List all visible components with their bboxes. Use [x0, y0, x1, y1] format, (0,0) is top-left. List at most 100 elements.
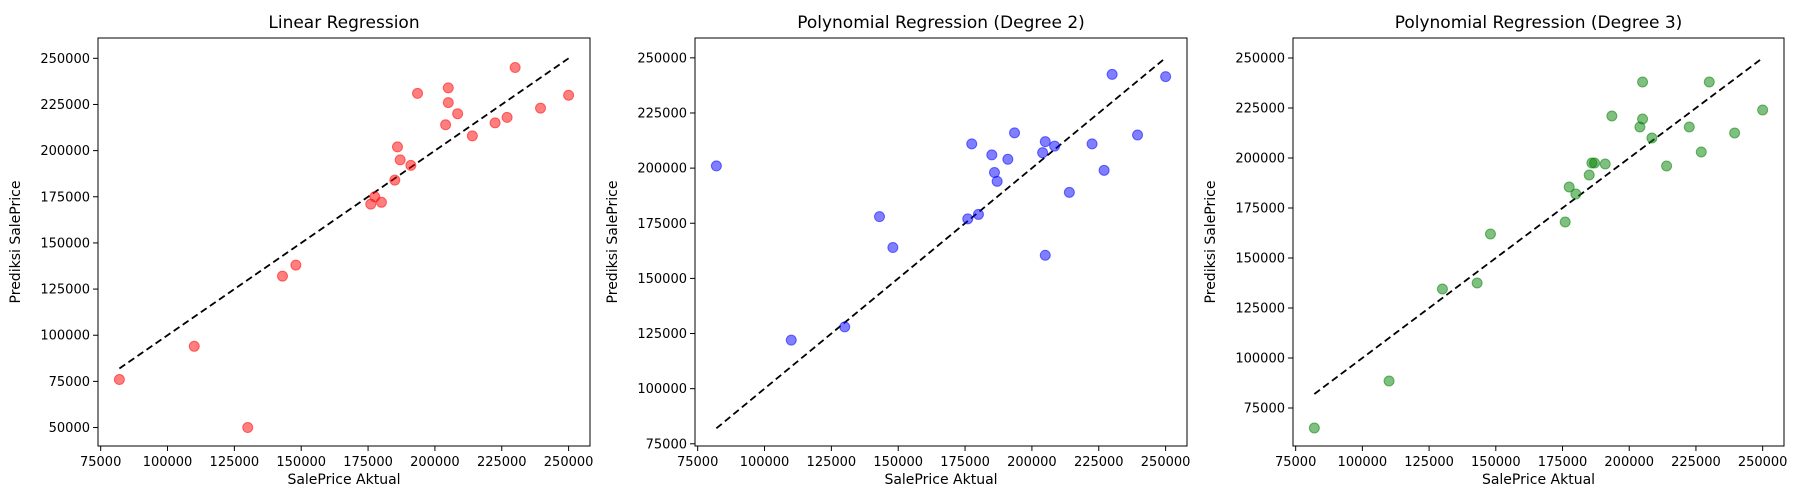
data-point: [1703, 76, 1715, 88]
x-tick-label: 75000: [80, 455, 121, 470]
data-point: [442, 97, 454, 109]
data-point: [290, 259, 302, 271]
x-axis-label: SalePrice Aktual: [1482, 472, 1595, 488]
data-point: [509, 62, 521, 74]
y-tick-label: 125000: [40, 283, 90, 298]
data-point: [489, 117, 501, 129]
x-tick-label: 225000: [477, 455, 527, 470]
data-point: [391, 141, 403, 153]
data-point: [710, 160, 722, 172]
y-tick-label: 75000: [49, 375, 90, 390]
data-point: [1037, 147, 1049, 159]
data-point: [1646, 132, 1658, 144]
chart-title: Polynomial Regression (Degree 3): [1395, 13, 1683, 33]
ideal-fit-line: [715, 57, 1167, 430]
data-point: [1661, 160, 1673, 172]
x-tick-label: 75000: [677, 455, 718, 470]
data-point: [1729, 127, 1741, 139]
y-tick-label: 225000: [1235, 102, 1285, 117]
data-point: [1039, 249, 1051, 261]
data-point: [389, 174, 401, 186]
data-point: [874, 211, 885, 223]
data-point: [1106, 68, 1118, 80]
y-tick-label: 175000: [40, 190, 90, 205]
y-tick-label: 150000: [40, 236, 90, 251]
data-point: [501, 111, 513, 123]
x-axis-label: SalePrice Aktual: [884, 472, 997, 488]
x-tick-label: 100000: [143, 455, 193, 470]
x-tick-label: 150000: [873, 455, 923, 470]
data-point: [1383, 375, 1395, 387]
data-point: [986, 149, 998, 161]
x-tick-label: 150000: [1471, 455, 1521, 470]
data-point: [991, 175, 1003, 187]
data-point: [1098, 164, 1110, 176]
data-point: [1589, 157, 1601, 169]
y-axis-label: Prediksi SalePrice: [1203, 181, 1219, 304]
y-tick-label: 125000: [637, 327, 687, 342]
y-tick-label: 125000: [1235, 302, 1285, 317]
data-point: [1308, 422, 1320, 434]
data-point: [405, 159, 417, 171]
data-point: [394, 154, 406, 166]
x-tick-label: 175000: [940, 455, 990, 470]
data-point: [277, 270, 288, 282]
chart-title: Linear Regression: [268, 13, 419, 33]
data-point: [1160, 71, 1172, 83]
data-point: [1559, 216, 1571, 228]
x-tick-label: 125000: [210, 455, 260, 470]
y-tick-label: 150000: [637, 272, 687, 287]
data-point: [1637, 113, 1649, 125]
x-tick-label: 125000: [1404, 455, 1454, 470]
data-point: [966, 138, 978, 150]
data-point: [113, 374, 125, 386]
data-point: [1086, 138, 1098, 150]
y-tick-label: 200000: [637, 162, 687, 177]
data-point: [242, 422, 254, 434]
data-point: [887, 242, 899, 254]
data-point: [839, 321, 851, 333]
plot-area: [1292, 37, 1785, 447]
ideal-fit-line: [1313, 57, 1764, 395]
data-point: [563, 89, 575, 101]
data-point: [1049, 140, 1061, 152]
y-axis-label: Prediksi SalePrice: [605, 181, 621, 304]
y-tick-label: 250000: [40, 52, 90, 67]
y-tick-label: 75000: [1244, 402, 1285, 417]
data-point: [1570, 188, 1582, 200]
data-point: [452, 108, 464, 120]
data-point: [1132, 129, 1144, 141]
data-point: [535, 102, 547, 114]
x-tick-label: 250000: [1141, 455, 1191, 470]
x-tick-label: 200000: [1604, 455, 1654, 470]
data-point: [1436, 283, 1448, 295]
y-tick-label: 50000: [49, 421, 90, 436]
data-point: [972, 208, 984, 220]
data-point: [1695, 146, 1707, 158]
data-point: [1606, 110, 1618, 122]
y-tick-label: 250000: [637, 51, 687, 66]
data-point: [1599, 158, 1611, 170]
y-tick-label: 100000: [1235, 352, 1285, 367]
data-point: [1484, 228, 1496, 240]
x-tick-label: 100000: [1338, 455, 1388, 470]
panel-linear-regression: 75000 100000 125000 150000 175000 200000 22500…: [8, 13, 593, 488]
data-point: [1039, 136, 1051, 148]
x-tick-label: 75000: [1275, 455, 1316, 470]
data-point: [466, 130, 478, 142]
y-tick-label: 100000: [637, 382, 687, 397]
data-point: [1063, 186, 1075, 198]
data-point: [1009, 127, 1021, 139]
data-point: [375, 196, 387, 208]
data-point: [1583, 169, 1595, 181]
x-tick-label: 250000: [1738, 455, 1788, 470]
y-tick-label: 100000: [40, 329, 90, 344]
x-tick-label: 200000: [1007, 455, 1057, 470]
data-point: [785, 334, 797, 346]
x-tick-label: 125000: [807, 455, 857, 470]
data-point: [1563, 181, 1575, 193]
x-tick-label: 225000: [1074, 455, 1124, 470]
y-tick-label: 225000: [40, 98, 90, 113]
data-point: [442, 82, 454, 94]
